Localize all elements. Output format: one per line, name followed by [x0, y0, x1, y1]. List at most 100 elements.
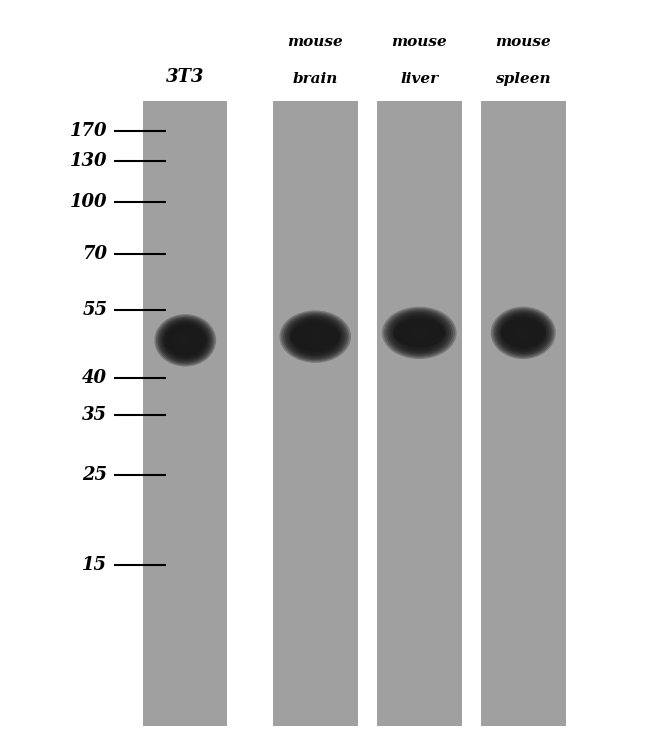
- Ellipse shape: [415, 331, 423, 335]
- Ellipse shape: [514, 325, 533, 341]
- Ellipse shape: [161, 319, 210, 361]
- Ellipse shape: [184, 339, 187, 342]
- Ellipse shape: [387, 310, 451, 355]
- Text: 25: 25: [83, 466, 107, 484]
- Ellipse shape: [410, 326, 428, 340]
- Ellipse shape: [398, 319, 440, 347]
- Ellipse shape: [493, 308, 554, 358]
- Text: 40: 40: [83, 369, 107, 387]
- Ellipse shape: [413, 329, 425, 337]
- Ellipse shape: [176, 333, 194, 349]
- Ellipse shape: [179, 335, 191, 346]
- Text: 35: 35: [83, 406, 107, 424]
- Ellipse shape: [500, 314, 546, 352]
- Text: spleen: spleen: [495, 72, 551, 86]
- Ellipse shape: [389, 312, 449, 354]
- Ellipse shape: [306, 330, 324, 343]
- Ellipse shape: [313, 335, 317, 338]
- Ellipse shape: [290, 322, 341, 351]
- Text: 70: 70: [83, 245, 107, 263]
- Ellipse shape: [162, 321, 209, 360]
- Ellipse shape: [507, 320, 540, 346]
- Ellipse shape: [299, 325, 332, 349]
- Ellipse shape: [283, 313, 347, 361]
- Ellipse shape: [166, 325, 203, 356]
- Ellipse shape: [303, 328, 328, 346]
- Ellipse shape: [298, 324, 333, 350]
- Ellipse shape: [497, 312, 549, 354]
- Ellipse shape: [156, 316, 214, 365]
- Ellipse shape: [393, 319, 445, 347]
- Ellipse shape: [502, 316, 545, 350]
- Ellipse shape: [508, 321, 538, 345]
- Ellipse shape: [170, 328, 201, 354]
- Ellipse shape: [385, 310, 453, 357]
- Text: 100: 100: [70, 193, 107, 211]
- Ellipse shape: [515, 326, 532, 340]
- Ellipse shape: [174, 331, 196, 349]
- Text: mouse: mouse: [495, 34, 551, 49]
- Ellipse shape: [294, 321, 337, 352]
- Text: 170: 170: [70, 122, 107, 140]
- Ellipse shape: [417, 331, 421, 334]
- Ellipse shape: [292, 319, 339, 354]
- Ellipse shape: [412, 328, 427, 338]
- Ellipse shape: [408, 325, 430, 341]
- Ellipse shape: [182, 338, 188, 343]
- Ellipse shape: [311, 334, 318, 340]
- Ellipse shape: [506, 319, 541, 347]
- Ellipse shape: [393, 314, 445, 352]
- Ellipse shape: [499, 313, 547, 352]
- FancyBboxPatch shape: [143, 101, 228, 726]
- FancyBboxPatch shape: [273, 101, 358, 726]
- Ellipse shape: [519, 329, 528, 337]
- Ellipse shape: [159, 318, 211, 363]
- Ellipse shape: [154, 314, 216, 367]
- Ellipse shape: [510, 322, 536, 343]
- Text: 130: 130: [70, 152, 107, 170]
- Text: 15: 15: [83, 556, 107, 574]
- Ellipse shape: [406, 324, 432, 342]
- FancyBboxPatch shape: [481, 101, 566, 726]
- Ellipse shape: [504, 317, 543, 349]
- Ellipse shape: [391, 313, 447, 352]
- Ellipse shape: [382, 307, 456, 359]
- Ellipse shape: [404, 322, 434, 343]
- Ellipse shape: [165, 323, 205, 358]
- Ellipse shape: [520, 331, 526, 335]
- Ellipse shape: [494, 310, 552, 357]
- Ellipse shape: [308, 331, 322, 342]
- Ellipse shape: [173, 330, 198, 351]
- Ellipse shape: [500, 319, 546, 347]
- Ellipse shape: [395, 316, 443, 350]
- Text: 3T3: 3T3: [166, 68, 205, 86]
- Ellipse shape: [310, 333, 320, 340]
- Text: brain: brain: [292, 72, 338, 86]
- Ellipse shape: [172, 328, 199, 352]
- FancyBboxPatch shape: [377, 101, 462, 726]
- Ellipse shape: [181, 337, 190, 344]
- Ellipse shape: [301, 326, 330, 347]
- Text: 55: 55: [83, 301, 107, 319]
- Ellipse shape: [491, 307, 556, 359]
- Text: mouse: mouse: [391, 34, 447, 49]
- Ellipse shape: [164, 322, 207, 359]
- Ellipse shape: [287, 316, 344, 358]
- Text: liver: liver: [400, 72, 438, 86]
- Ellipse shape: [512, 324, 534, 342]
- Ellipse shape: [402, 321, 436, 345]
- Ellipse shape: [157, 317, 213, 364]
- Ellipse shape: [296, 322, 335, 351]
- Ellipse shape: [400, 320, 438, 346]
- Ellipse shape: [304, 329, 326, 344]
- Ellipse shape: [495, 310, 551, 355]
- Ellipse shape: [285, 314, 346, 359]
- Ellipse shape: [521, 331, 525, 334]
- Ellipse shape: [164, 326, 207, 355]
- Ellipse shape: [396, 317, 442, 349]
- Ellipse shape: [168, 326, 202, 355]
- Ellipse shape: [384, 308, 455, 358]
- Ellipse shape: [177, 334, 193, 347]
- Ellipse shape: [280, 310, 351, 363]
- Text: mouse: mouse: [287, 34, 343, 49]
